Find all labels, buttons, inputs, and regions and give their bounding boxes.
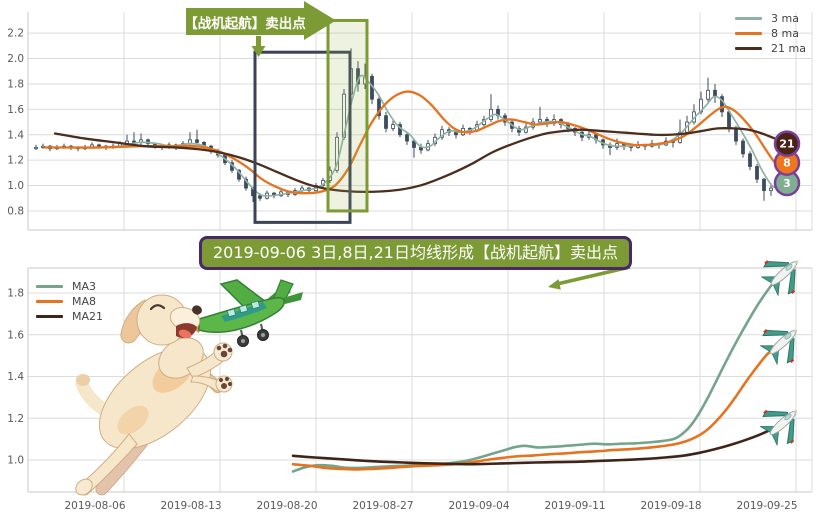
svg-text:1.0: 1.0 (7, 180, 24, 192)
banner-pointer-arrow-icon (548, 265, 631, 290)
svg-text:2019-08-13: 2019-08-13 (160, 500, 221, 512)
bottom-chart-legend: MA3 MA8 MA21 (36, 279, 103, 323)
ma-line-MA8 (291, 342, 782, 471)
legend-swatch-ma3 (36, 284, 63, 288)
top-chart-legend: 3 ma 8 ma 21 ma (735, 11, 806, 55)
svg-text:2019-08-06: 2019-08-06 (64, 500, 125, 512)
ma-line-21ma (53, 127, 777, 194)
signal-banner-label: 2019-09-06 3日,8日,21日均线形成【战机起航】卖出点 (213, 243, 618, 262)
svg-text:1.0: 1.0 (7, 455, 24, 467)
svg-text:2019-09-11: 2019-09-11 (544, 500, 605, 512)
svg-text:2019-08-20: 2019-08-20 (256, 500, 317, 512)
sell-point-callout: 【战机起航】卖出点 (184, 8, 306, 35)
svg-text:2019-09-25: 2019-09-25 (736, 500, 797, 512)
ma-line-3ma (44, 74, 779, 197)
legend-swatch-ma3 (735, 16, 763, 20)
legend-label: 3 ma (771, 11, 799, 25)
svg-text:8: 8 (783, 157, 791, 170)
top-candlestick-chart: 2.2 2.0 1.8 1.6 1.4 1.2 1.0 0.8 3 8 21 (7, 12, 813, 231)
svg-text:1.2: 1.2 (7, 155, 24, 167)
ma-line-MA3 (291, 273, 783, 473)
svg-text:0.8: 0.8 (7, 205, 24, 217)
svg-text:1.4: 1.4 (7, 371, 24, 383)
legend-label: 21 ma (771, 41, 806, 55)
svg-text:1.2: 1.2 (7, 413, 24, 425)
dog-illustration (75, 294, 233, 496)
legend-swatch-ma8 (36, 299, 63, 303)
legend-label: MA8 (72, 294, 97, 308)
svg-text:2019-09-04: 2019-09-04 (448, 500, 509, 512)
svg-text:2.2: 2.2 (7, 28, 24, 40)
svg-text:2.0: 2.0 (7, 53, 24, 65)
legend-label: MA21 (72, 309, 104, 323)
sell-signal-box (253, 50, 352, 224)
ma-line-8ma (43, 90, 782, 195)
svg-text:2019-08-27: 2019-08-27 (352, 500, 413, 512)
legend-item: 3 ma (735, 11, 806, 25)
dog-plane-illustration (75, 279, 303, 496)
legend-item: MA21 (36, 309, 103, 323)
legend-swatch-ma21 (36, 314, 63, 318)
signal-banner: 2019-09-06 3日,8日,21日均线形成【战机起航】卖出点 (199, 236, 632, 270)
callout-right-arrow-icon (304, 1, 336, 40)
highlight-region-box (326, 18, 369, 213)
legend-item: 21 ma (735, 41, 806, 55)
svg-text:1.4: 1.4 (7, 129, 24, 141)
svg-text:1.8: 1.8 (7, 288, 24, 300)
legend-label: MA3 (72, 279, 97, 293)
svg-text:2019-09-18: 2019-09-18 (640, 500, 701, 512)
callout-down-arrow-icon (251, 36, 266, 57)
svg-text:1.6: 1.6 (7, 329, 24, 341)
legend-label: 8 ma (771, 26, 799, 40)
sell-point-callout-label: 【战机起航】卖出点 (184, 15, 306, 32)
svg-text:1.6: 1.6 (7, 104, 24, 116)
ma-line-MA21 (291, 423, 782, 466)
svg-text:21: 21 (779, 138, 794, 151)
legend-swatch-ma21 (735, 46, 763, 50)
svg-text:3: 3 (783, 177, 791, 190)
ma-badge-21: 21 (773, 130, 801, 157)
legend-item: MA3 (36, 279, 103, 293)
legend-swatch-ma8 (735, 31, 763, 35)
svg-text:1.8: 1.8 (7, 78, 24, 90)
legend-item: 8 ma (735, 26, 806, 40)
legend-item: MA8 (36, 294, 103, 308)
